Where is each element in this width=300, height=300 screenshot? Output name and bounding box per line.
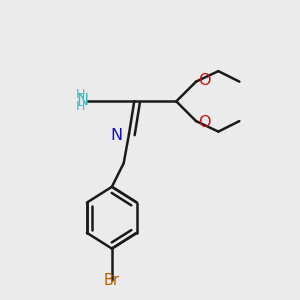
Text: O: O (198, 115, 211, 130)
Text: N: N (110, 128, 122, 143)
Text: H: H (76, 88, 85, 100)
Text: Br: Br (104, 273, 120, 288)
Text: N: N (76, 92, 88, 107)
Text: H: H (76, 100, 85, 113)
Text: O: O (198, 73, 211, 88)
